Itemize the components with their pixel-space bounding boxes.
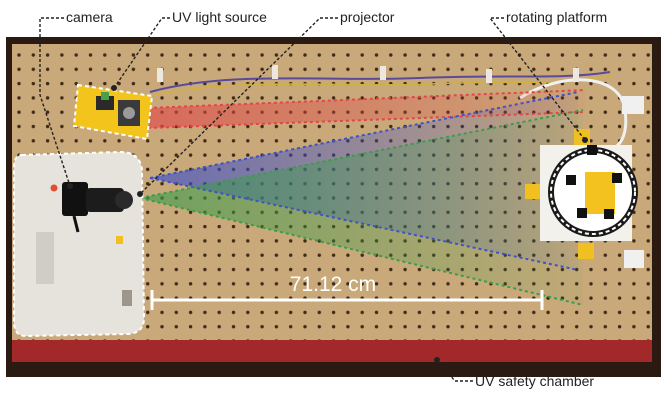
projector-label: projector — [340, 9, 395, 25]
uv-light-leader-line — [113, 17, 170, 89]
projector — [13, 150, 146, 338]
uv-light-source — [72, 83, 154, 141]
red-light-beam — [148, 90, 585, 128]
uv-safety-chamber-label: UV safety chamber — [475, 373, 595, 389]
green-light-beam — [140, 110, 583, 305]
measurement-label: 71.12 cm — [289, 273, 377, 296]
beam-edges — [139, 89, 586, 306]
uv-light-source-label: UV light source — [172, 9, 267, 25]
mounting-clips — [157, 65, 579, 83]
camera-leader-line — [39, 17, 71, 187]
camera — [62, 182, 133, 233]
measurement-bar — [150, 290, 544, 310]
rotating-platform-leader-dot — [582, 137, 588, 143]
projector-leader-dot — [137, 191, 143, 197]
uv-safety-chamber-leader-line — [436, 359, 473, 382]
projector-leader-line — [139, 17, 338, 195]
rotating-platform-leader-line — [488, 17, 586, 141]
camera-leader-dot — [67, 183, 73, 189]
chamber-frame-bottom — [6, 362, 661, 377]
rotating-platform-label: rotating platform — [506, 9, 608, 25]
cable — [149, 71, 611, 93]
camera-label: camera — [66, 9, 113, 25]
rotating-platform — [525, 96, 644, 268]
uv-light-leader-dot — [111, 85, 117, 91]
uv-safety-chamber-leader-dot — [434, 357, 440, 363]
